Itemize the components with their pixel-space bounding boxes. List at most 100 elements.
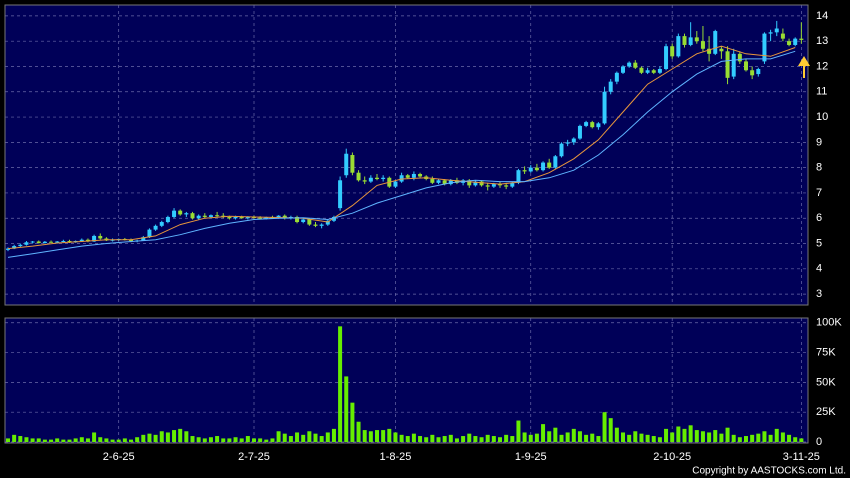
volume-bar (233, 437, 238, 442)
volume-bar (750, 434, 755, 442)
volume-bar (688, 425, 693, 442)
volume-bar (356, 421, 361, 442)
candle-body (430, 179, 435, 183)
candle-body (762, 33, 767, 62)
volume-bar (731, 434, 736, 442)
volume-bar (350, 402, 355, 442)
candle-body (98, 235, 103, 239)
volume-bar (153, 434, 158, 442)
volume-bar (344, 376, 349, 442)
y-tick-label: 0 (816, 436, 822, 448)
candle-body (485, 185, 490, 187)
volume-bar (553, 427, 558, 442)
candle-body (42, 241, 47, 244)
candle-body (719, 48, 724, 52)
volume-bar (762, 431, 767, 442)
volume-bar (362, 430, 367, 442)
volume-bar (436, 437, 441, 442)
candle-body (36, 241, 41, 244)
candle-body (165, 216, 170, 223)
y-tick-label: 4 (816, 263, 822, 275)
candle-body (700, 41, 705, 49)
candle-body (534, 167, 539, 171)
volume-bar (129, 439, 133, 442)
candle-body (381, 177, 386, 180)
volume-bar (178, 428, 183, 442)
volume-bar (682, 428, 687, 442)
candle-body (239, 216, 244, 219)
candle-body (307, 219, 312, 225)
volume-bar (448, 434, 453, 442)
candle-body (657, 68, 662, 73)
candle-body (344, 153, 349, 176)
volume-bar (670, 432, 675, 442)
y-tick-label: 5 (816, 237, 822, 249)
volume-bar (338, 326, 343, 442)
volume-bar (725, 427, 730, 442)
volume-bar (584, 434, 589, 442)
volume-bar (424, 437, 429, 442)
candle-body (202, 215, 207, 217)
candle-body (694, 37, 699, 42)
volume-bar (596, 436, 601, 442)
candle-body (498, 184, 502, 186)
candle-body (49, 241, 54, 243)
y-tick-label: 9 (816, 136, 822, 148)
volume-bar (331, 428, 336, 442)
volume-bar (559, 434, 564, 442)
volume-bar (793, 437, 798, 442)
volume-bar (12, 434, 17, 442)
candle-body (295, 216, 300, 223)
volume-bar (98, 437, 103, 442)
x-tick-label: 1-9-25 (515, 451, 547, 463)
y-tick-label: 50K (816, 376, 836, 388)
volume-bar (190, 436, 195, 442)
y-tick-label: 12 (816, 60, 828, 72)
volume-bar (67, 439, 72, 442)
volume-bar (768, 434, 773, 442)
candle-body (664, 46, 669, 69)
volume-bar (405, 436, 410, 442)
volume-bar (590, 433, 595, 442)
volume-bar (627, 434, 632, 442)
candle-body (454, 180, 459, 183)
x-tick-label: 2-6-25 (103, 451, 135, 463)
marks (6, 20, 804, 442)
candle-body (774, 28, 779, 33)
x-tick-label: 1-8-25 (380, 451, 412, 463)
volume-bar (49, 439, 54, 442)
volume-bar (196, 437, 201, 442)
x-tick-label: 2-10-25 (653, 451, 691, 463)
candle-body (6, 248, 10, 250)
candle-body (331, 216, 336, 221)
candle-body (571, 138, 576, 143)
candle-body (350, 155, 355, 173)
volume-bar (116, 439, 121, 442)
volume-bar (510, 436, 515, 442)
candle-body (110, 239, 115, 241)
volume-bar (73, 438, 78, 442)
candle-body (178, 210, 183, 215)
candle-body (313, 224, 318, 226)
volume-bar (319, 436, 324, 442)
candle-body (276, 215, 281, 219)
volume-bar (61, 439, 66, 442)
candle-body (79, 239, 84, 242)
candle-body (436, 180, 441, 183)
volume-bar (258, 438, 263, 442)
candle-body (190, 213, 195, 219)
y-tick-label: 7 (816, 187, 822, 199)
candle-body (768, 32, 773, 34)
candle-body (467, 180, 472, 186)
candle-body (67, 241, 72, 243)
volume-bar (6, 438, 10, 442)
candle-body (196, 215, 201, 219)
volume-bar (657, 437, 662, 442)
volume-bar (454, 438, 459, 442)
candle-body (639, 67, 644, 73)
candle-body (227, 216, 232, 219)
candle-body (590, 122, 595, 128)
volume-bar (534, 433, 539, 442)
candle-body (596, 123, 601, 128)
candle-body (233, 216, 238, 219)
